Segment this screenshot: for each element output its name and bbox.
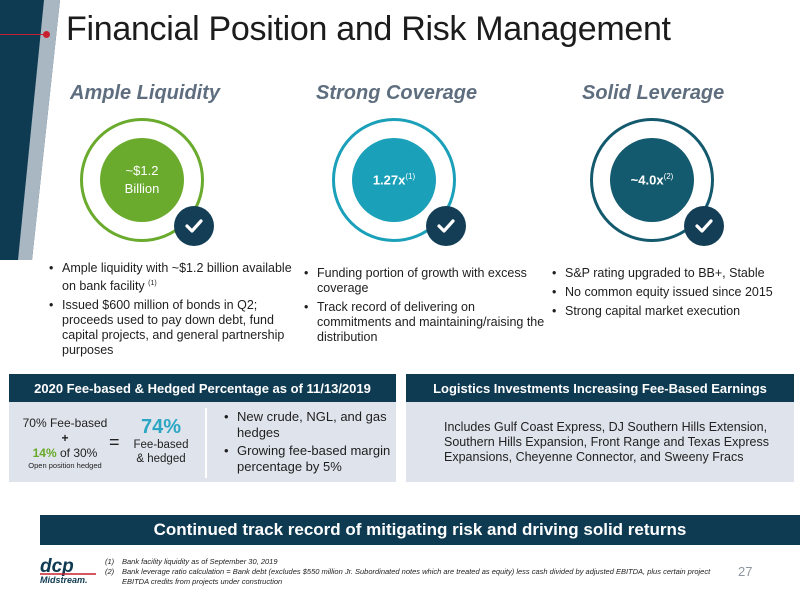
accent-dot — [43, 31, 50, 38]
logistics-box-panel: Includes Gulf Coast Express, DJ Southern… — [406, 402, 794, 482]
fee-box-header: 2020 Fee-based & Hedged Percentage as of… — [9, 374, 396, 402]
logistics-text: Includes Gulf Coast Express, DJ Southern… — [444, 420, 769, 464]
liquidity-value: ~$1.2 Billion — [100, 138, 184, 222]
list-item: Strong capital market execution — [552, 304, 800, 319]
svg-text:Midstream.: Midstream. — [40, 575, 88, 585]
list-item: No common equity issued since 2015 — [552, 285, 800, 300]
leverage-circle: ~4.0x(2) — [590, 118, 724, 248]
footnote: (2) Bank leverage ratio calculation = Ban… — [105, 567, 711, 586]
heading-solid-leverage: Solid Leverage — [582, 82, 725, 104]
checkmark-icon — [684, 206, 724, 246]
decorative-slash — [0, 0, 60, 260]
logistics-box-header: Logistics Investments Increasing Fee-Bas… — [406, 374, 794, 402]
coverage-ring — [332, 118, 456, 242]
checkmark-icon — [426, 206, 466, 246]
list-item: S&P rating upgraded to BB+, Stable — [552, 266, 800, 281]
leverage-ring — [590, 118, 714, 242]
liquidity-ring — [80, 118, 204, 242]
list-item: Issued $600 million of bonds in Q2; proc… — [49, 298, 292, 358]
list-item: Ample liquidity with ~$1.2 billion avail… — [49, 261, 292, 294]
coverage-value: 1.27x(1) — [352, 138, 436, 222]
footnotes: (1) Bank facility liquidity as of Septemb… — [105, 557, 725, 587]
heading-ample-liquidity: Ample Liquidity — [70, 82, 220, 104]
equals-sign: = — [109, 432, 120, 452]
leverage-bullets: S&P rating upgraded to BB+, Stable No co… — [550, 266, 800, 323]
coverage-circle: 1.27x(1) — [332, 118, 466, 248]
fee-breakdown: 70% Fee-based + 14% of 30% Open position… — [22, 416, 108, 470]
footnote: (1) Bank facility liquidity as of Septemb… — [105, 557, 278, 566]
heading-strong-coverage: Strong Coverage — [316, 82, 478, 104]
fee-total: 74% Fee-based & hedged — [133, 416, 189, 465]
liquidity-circle: ~$1.2 Billion — [80, 118, 214, 248]
coverage-bullets: Funding portion of growth with excess co… — [302, 266, 547, 349]
divider — [205, 408, 207, 478]
accent-line — [0, 34, 46, 35]
list-item: Growing fee-based margin percentage by 5… — [224, 443, 407, 475]
page-title: Financial Position and Risk Management — [66, 10, 671, 48]
page-number: 27 — [738, 564, 753, 579]
hedge-bullets: New crude, NGL, and gas hedges Growing f… — [222, 409, 407, 479]
svg-text:dcp: dcp — [40, 556, 74, 577]
checkmark-icon — [174, 206, 214, 246]
liquidity-bullets: Ample liquidity with ~$1.2 billion avail… — [47, 261, 292, 362]
dcp-logo: dcp Midstream. — [40, 556, 96, 585]
bottom-banner: Continued track record of mitigating ris… — [40, 515, 800, 545]
leverage-value: ~4.0x(2) — [610, 138, 694, 222]
list-item: Funding portion of growth with excess co… — [304, 266, 547, 296]
list-item: Track record of delivering on commitment… — [304, 300, 547, 345]
fee-box-panel: 70% Fee-based + 14% of 30% Open position… — [9, 402, 396, 482]
list-item: New crude, NGL, and gas hedges — [224, 409, 407, 441]
